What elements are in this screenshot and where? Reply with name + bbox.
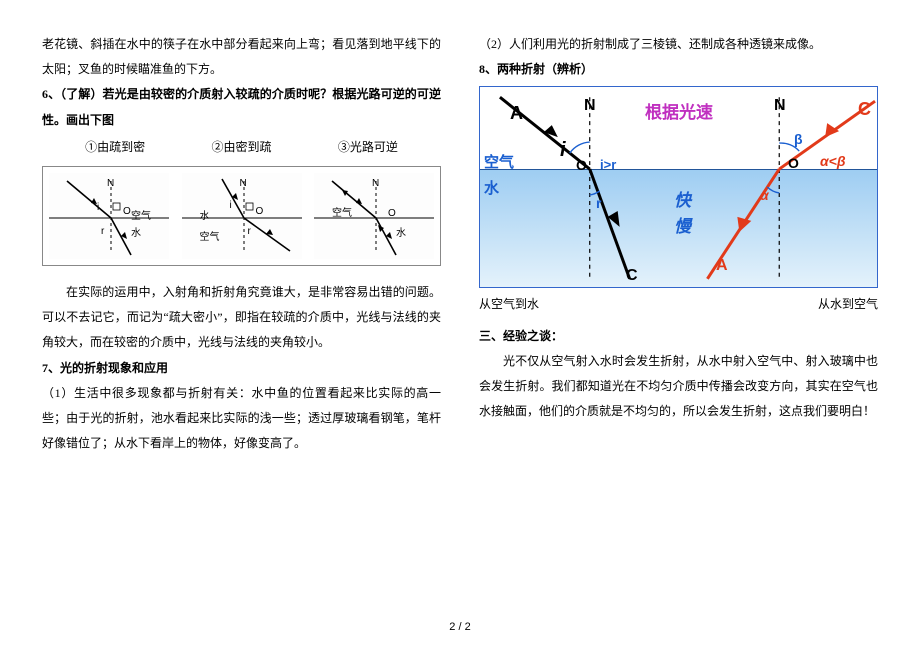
label-alpha: α (760, 181, 769, 210)
label-i: i (560, 129, 566, 171)
label-i2: i (230, 195, 232, 216)
caption-left: 从空气到水 (479, 292, 539, 317)
label-r2: r (248, 221, 251, 242)
sub-1: ①由疏到密 (85, 135, 145, 160)
label-A-left: A (510, 95, 523, 133)
caption-right: 从水到空气 (818, 292, 878, 317)
three-ray-diagrams: N i O 空气 r 水 N i O (42, 166, 441, 266)
label-O-left: O (576, 151, 587, 180)
para-rule: 在实际的运用中，入射角和折射角究竟谁大，是非常容易出错的问题。可以不去记它，而记… (42, 280, 441, 356)
label-altb: α<β (820, 147, 846, 176)
label-N-left: N (584, 89, 596, 123)
page-footer: 2 / 2 (0, 616, 920, 639)
label-N2: N (240, 173, 247, 194)
para-experience: 光不仅从空气射入水时会发生折射，从水中射入空气中、射入玻璃中也会发生折射。我们都… (479, 349, 878, 425)
two-refraction-figure: A N 根据光速 N C i β 空气 O i>r O α<β 水 r 快 慢 … (479, 86, 878, 288)
left-column: 老花镜、斜插在水中的筷子在水中部分看起来向上弯；看见落到地平线下的太阳；叉鱼的时… (42, 32, 441, 456)
label-C-left: C (626, 259, 638, 293)
figure-captions: 从空气到水 从水到空气 (479, 292, 878, 317)
para-prism: （2）人们利用光的折射制成了三棱镜、还制成各种透镜来成像。 (479, 32, 878, 57)
label-O3: O (388, 203, 396, 224)
label-water: 水 (131, 223, 141, 244)
label-r: r (101, 221, 104, 242)
right-column: （2）人们利用光的折射制成了三棱镜、还制成各种透镜来成像。 8、两种折射（辨析） (479, 32, 878, 456)
label-slow: 慢 (674, 209, 691, 245)
label-O-right: O (788, 149, 799, 178)
label-i: i (97, 197, 99, 218)
title-speed: 根据光速 (645, 95, 713, 131)
sub-2: ②由密到疏 (211, 135, 271, 160)
para-phenomena: （1）生活中很多现象都与折射有关：水中鱼的位置看起来比实际的高一些；由于光的折射… (42, 381, 441, 457)
diagram-reversible: N O 空气 水 (314, 173, 434, 259)
subfig-labels: ①由疏到密 ②由密到疏 ③光路可逆 (42, 135, 441, 160)
heading-6: 6、（了解）若光是由较密的介质射入较疏的介质时呢？根据光路可逆的可逆性。画出下图 (42, 82, 441, 132)
label-N3: N (372, 173, 379, 194)
label-O: O (123, 201, 131, 222)
sub-3: ③光路可逆 (338, 135, 398, 160)
label-water: 水 (484, 173, 499, 205)
diagram-sparse-to-dense: N i O 空气 r 水 (49, 173, 169, 259)
label-N: N (107, 173, 114, 194)
label-air2: 空气 (200, 227, 220, 248)
label-N-right: N (774, 89, 786, 123)
label-water2: 水 (200, 206, 210, 227)
heading-8: 8、两种折射（辨析） (479, 57, 878, 82)
intro-text: 老花镜、斜插在水中的筷子在水中部分看起来向上弯；看见落到地平线下的太阳；叉鱼的时… (42, 32, 441, 82)
heading-7: 7、光的折射现象和应用 (42, 356, 441, 381)
heading-experience: 三、经验之谈： (479, 324, 878, 349)
label-air3: 空气 (332, 203, 352, 224)
diagram-dense-to-sparse: N i O 水 r 空气 (182, 173, 302, 259)
label-igtr: i>r (600, 151, 616, 178)
label-O2: O (256, 201, 264, 222)
label-water3: 水 (396, 223, 406, 244)
label-C-right: C (858, 91, 871, 129)
label-r: r (596, 189, 601, 218)
label-A-right: A (716, 249, 728, 283)
